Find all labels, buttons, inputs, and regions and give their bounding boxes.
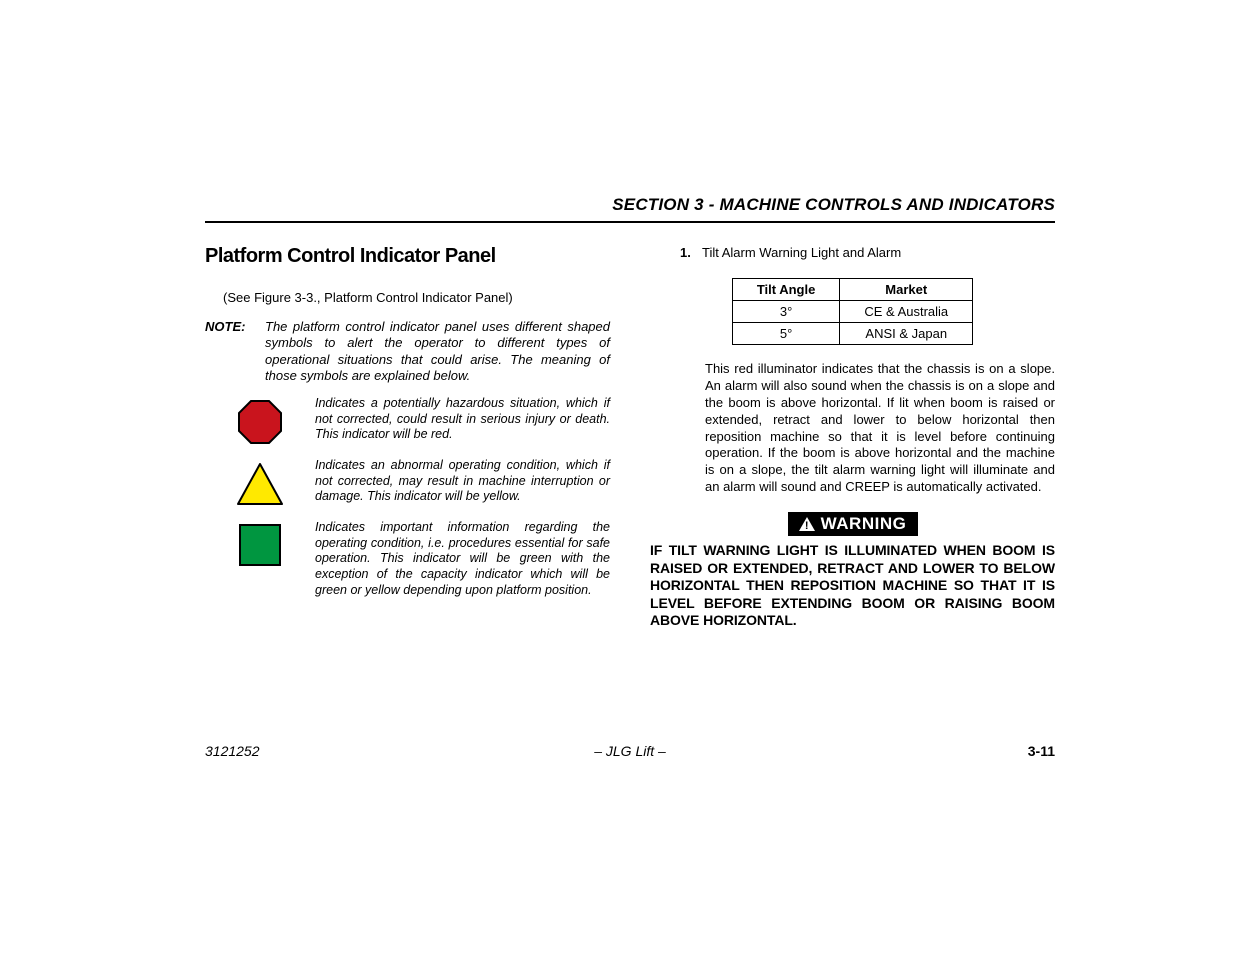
warning-badge-label: WARNING xyxy=(821,514,907,534)
indicator-text-green: Indicates important information regardin… xyxy=(315,520,610,598)
right-column: 1. Tilt Alarm Warning Light and Alarm Ti… xyxy=(650,245,1055,630)
table-cell: CE & Australia xyxy=(840,301,973,323)
warning-badge: ! WARNING xyxy=(788,512,918,536)
table-cell: 5° xyxy=(732,323,840,345)
warning-triangle-icon: ! xyxy=(799,517,815,531)
indicator-row-yellow: Indicates an abnormal operating conditio… xyxy=(205,458,610,506)
indicator-text-red: Indicates a potentially hazardous situat… xyxy=(315,396,610,443)
tilt-description-paragraph: This red illuminator indicates that the … xyxy=(705,361,1055,496)
table-header-tilt-angle: Tilt Angle xyxy=(732,279,840,301)
numbered-item-1: 1. Tilt Alarm Warning Light and Alarm xyxy=(680,245,1055,260)
item-title: Tilt Alarm Warning Light and Alarm xyxy=(702,245,901,260)
table-cell: ANSI & Japan xyxy=(840,323,973,345)
item-number: 1. xyxy=(680,245,702,260)
left-column: Platform Control Indicator Panel (See Fi… xyxy=(205,245,610,630)
note-text: The platform control indicator panel use… xyxy=(265,319,610,384)
note-label: NOTE: xyxy=(205,319,265,384)
footer-page-number: 3-11 xyxy=(1028,743,1055,759)
indicator-row-red: Indicates a potentially hazardous situat… xyxy=(205,396,610,444)
page-title: Platform Control Indicator Panel xyxy=(205,245,610,268)
table-header-row: Tilt Angle Market xyxy=(732,279,972,301)
footer-doc-number: 3121252 xyxy=(205,743,260,759)
warning-text: IF TILT WARNING LIGHT IS ILLUMINATED WHE… xyxy=(650,542,1055,630)
table-cell: 3° xyxy=(732,301,840,323)
indicator-row-green: Indicates important information regardin… xyxy=(205,520,610,598)
two-column-layout: Platform Control Indicator Panel (See Fi… xyxy=(205,245,1055,630)
triangle-icon xyxy=(205,458,315,506)
tilt-angle-table: Tilt Angle Market 3° CE & Australia 5° A… xyxy=(732,278,973,345)
see-figure-reference: (See Figure 3-3., Platform Control Indic… xyxy=(223,290,610,305)
page-footer: 3121252 – JLG Lift – 3-11 xyxy=(205,743,1055,759)
footer-center-label: – JLG Lift – xyxy=(594,743,666,759)
section-header: SECTION 3 - MACHINE CONTROLS AND INDICAT… xyxy=(205,195,1055,223)
octagon-icon xyxy=(205,396,315,444)
note-block: NOTE: The platform control indicator pan… xyxy=(205,319,610,384)
indicator-text-yellow: Indicates an abnormal operating conditio… xyxy=(315,458,610,505)
page: SECTION 3 - MACHINE CONTROLS AND INDICAT… xyxy=(0,0,1235,954)
table-header-market: Market xyxy=(840,279,973,301)
square-icon xyxy=(205,520,315,566)
table-row: 5° ANSI & Japan xyxy=(732,323,972,345)
table-row: 3° CE & Australia xyxy=(732,301,972,323)
svg-text:!: ! xyxy=(805,520,809,531)
